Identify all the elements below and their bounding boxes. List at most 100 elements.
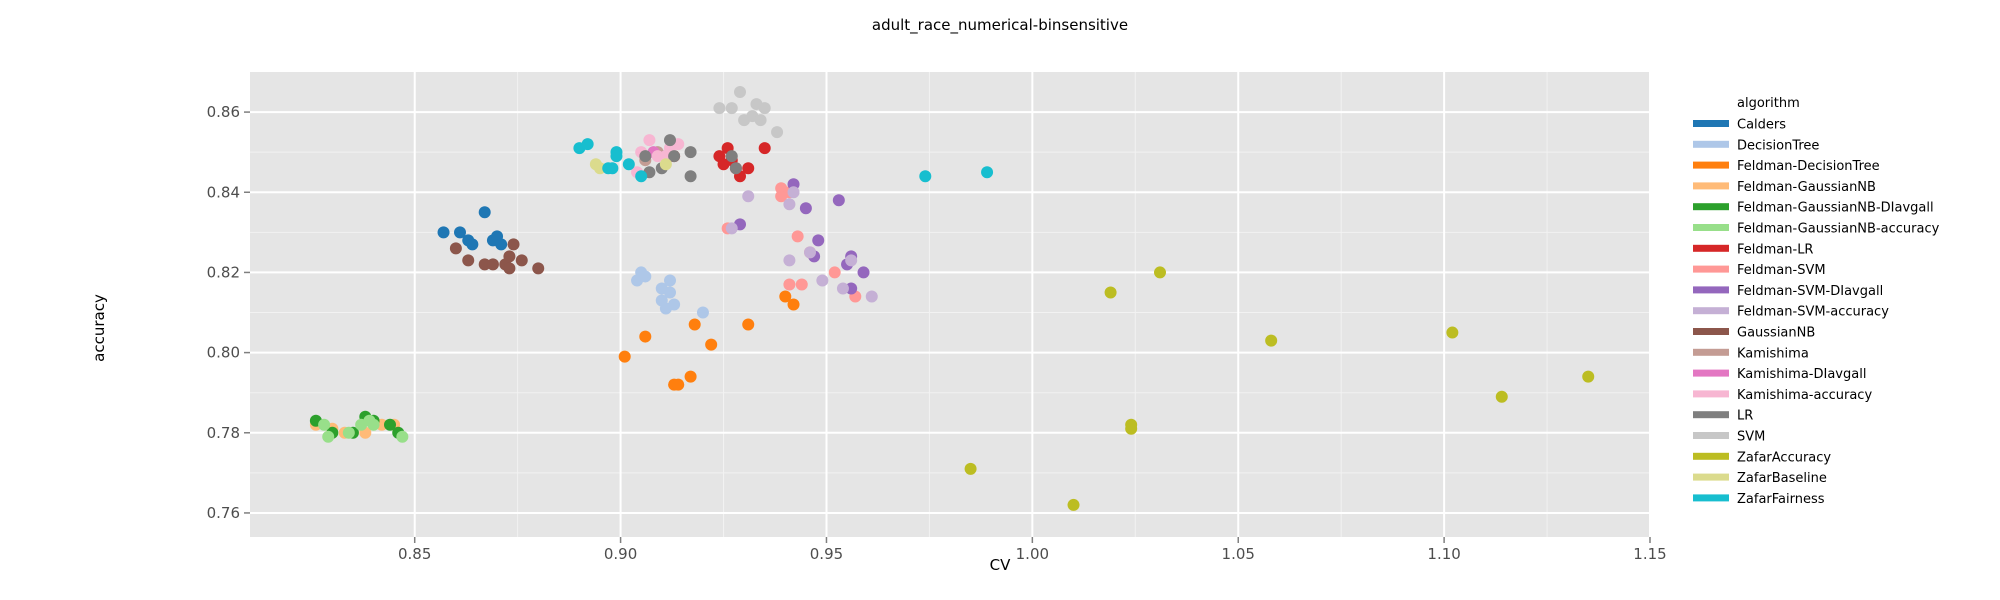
data-point bbox=[532, 262, 545, 275]
legend-swatch bbox=[1693, 307, 1729, 315]
legend-label: Feldman-SVM-accuracy bbox=[1737, 305, 1889, 320]
data-point bbox=[462, 254, 475, 267]
data-point bbox=[1265, 334, 1278, 347]
data-point bbox=[478, 206, 491, 219]
data-point bbox=[725, 102, 738, 115]
data-point bbox=[684, 370, 697, 383]
legend-item: Kamishima-DIavgall bbox=[1693, 367, 1866, 382]
data-point bbox=[466, 238, 479, 251]
legend-label: Feldman-GaussianNB-DIavgall bbox=[1737, 201, 1934, 216]
data-point bbox=[742, 162, 755, 175]
data-point bbox=[672, 378, 685, 391]
series-feldman-svm-accuracy bbox=[725, 186, 878, 303]
legend-item: ZafarBaseline bbox=[1693, 471, 1827, 486]
data-point bbox=[754, 114, 767, 127]
data-point bbox=[734, 86, 746, 99]
legend-label: Feldman-SVM bbox=[1737, 263, 1826, 278]
legend-swatch bbox=[1693, 390, 1729, 398]
legend-swatch bbox=[1693, 203, 1729, 211]
data-point bbox=[836, 282, 849, 295]
data-point bbox=[515, 254, 528, 267]
legend-label: Feldman-GaussianNB bbox=[1737, 180, 1876, 195]
legend-label: Feldman-DecisionTree bbox=[1737, 159, 1880, 174]
data-point bbox=[787, 186, 800, 199]
data-point bbox=[783, 278, 796, 291]
legend-label: ZafarAccuracy bbox=[1737, 450, 1831, 465]
y-tick-label: 0.84 bbox=[207, 183, 240, 201]
series-calders bbox=[437, 206, 508, 251]
data-point bbox=[865, 290, 878, 303]
data-point bbox=[635, 170, 648, 183]
x-tick-label: 0.95 bbox=[810, 545, 843, 563]
legend-label: LR bbox=[1737, 409, 1753, 424]
legend-label: Feldman-SVM-DIavgall bbox=[1737, 284, 1883, 299]
legend-item: SVM bbox=[1693, 430, 1765, 445]
data-point bbox=[478, 258, 491, 271]
data-point bbox=[639, 150, 652, 163]
data-point bbox=[783, 254, 796, 267]
series-svm bbox=[713, 86, 784, 139]
data-point bbox=[454, 226, 466, 239]
y-tick-label: 0.86 bbox=[207, 103, 240, 121]
data-point bbox=[684, 170, 697, 183]
data-point bbox=[742, 190, 755, 203]
data-point bbox=[783, 198, 796, 211]
legend-swatch bbox=[1693, 432, 1729, 439]
data-point bbox=[643, 134, 656, 147]
y-tick-label: 0.76 bbox=[207, 504, 240, 522]
legend-label: Kamishima-accuracy bbox=[1737, 388, 1872, 403]
series-zafaraccuracy bbox=[964, 266, 1595, 511]
legend-title: algorithm bbox=[1737, 96, 1800, 111]
data-point bbox=[799, 202, 812, 215]
legend-item: Feldman-LR bbox=[1693, 242, 1813, 257]
data-point bbox=[486, 258, 499, 271]
data-point bbox=[725, 222, 738, 235]
data-point bbox=[729, 162, 742, 175]
data-point bbox=[664, 286, 676, 299]
data-point bbox=[981, 166, 994, 179]
legend-item: Feldman-GaussianNB-DIavgall bbox=[1693, 201, 1934, 216]
legend-item: Feldman-DecisionTree bbox=[1693, 159, 1880, 174]
data-point bbox=[742, 318, 755, 331]
x-tick-label: 1.00 bbox=[1016, 545, 1049, 563]
data-point bbox=[322, 430, 335, 443]
data-point bbox=[639, 270, 652, 283]
minor-gridlines bbox=[250, 72, 1650, 537]
legend-item: Kamishima bbox=[1693, 346, 1809, 361]
data-point bbox=[318, 418, 331, 431]
legend-swatch bbox=[1693, 120, 1729, 127]
series-zafarbaseline bbox=[589, 158, 672, 175]
series-feldman-gaussiannb-accuracy bbox=[318, 414, 409, 443]
legend-swatch bbox=[1693, 286, 1729, 294]
data-point bbox=[396, 430, 409, 443]
legend-label: DecisionTree bbox=[1737, 138, 1819, 153]
data-point bbox=[1495, 390, 1508, 403]
data-point bbox=[449, 242, 462, 255]
legend-item: GaussianNB bbox=[1693, 326, 1815, 341]
legend-label: Kamishima-DIavgall bbox=[1737, 367, 1866, 382]
data-point bbox=[437, 226, 450, 239]
data-point bbox=[696, 306, 709, 319]
legend-item: Feldman-SVM bbox=[1693, 263, 1826, 278]
plot-area bbox=[250, 72, 1650, 537]
legend-swatch bbox=[1693, 328, 1729, 335]
series-gaussiannb bbox=[449, 238, 545, 275]
data-point bbox=[622, 158, 635, 171]
legend-item: Feldman-SVM-DIavgall bbox=[1693, 284, 1883, 299]
legend-swatch bbox=[1693, 140, 1729, 148]
data-point bbox=[845, 282, 858, 295]
x-tick-label: 1.05 bbox=[1222, 545, 1255, 563]
legend: algorithm Calders DecisionTree Feldman-Dec… bbox=[1693, 96, 1940, 507]
data-point bbox=[594, 162, 606, 175]
data-point bbox=[507, 238, 520, 251]
data-point bbox=[1104, 286, 1117, 299]
legend-swatch bbox=[1693, 411, 1729, 419]
data-point bbox=[503, 262, 516, 275]
data-point bbox=[964, 462, 977, 475]
y-tick-label: 0.78 bbox=[207, 424, 240, 442]
data-point bbox=[795, 278, 808, 291]
x-tick-label: 0.90 bbox=[604, 545, 637, 563]
legend-item: ZafarAccuracy bbox=[1693, 450, 1831, 465]
legend-label: ZafarFairness bbox=[1737, 492, 1825, 507]
